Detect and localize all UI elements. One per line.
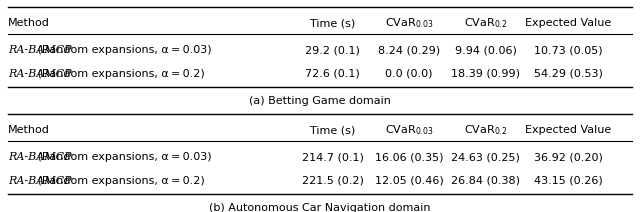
Text: (Random expansions, α = 0.03): (Random expansions, α = 0.03): [35, 152, 212, 162]
Text: 29.2 (0.1): 29.2 (0.1): [305, 45, 360, 55]
Text: 24.63 (0.25): 24.63 (0.25): [451, 152, 520, 162]
Text: 16.06 (0.35): 16.06 (0.35): [375, 152, 444, 162]
Text: 36.92 (0.20): 36.92 (0.20): [534, 152, 603, 162]
Text: CVaR$_{0.03}$: CVaR$_{0.03}$: [385, 123, 433, 137]
Text: CVaR$_{0.03}$: CVaR$_{0.03}$: [385, 16, 433, 30]
Text: RA-BAMCP: RA-BAMCP: [8, 69, 72, 79]
Text: (Random expansions, α = 0.2): (Random expansions, α = 0.2): [35, 176, 205, 186]
Text: 8.24 (0.29): 8.24 (0.29): [378, 45, 440, 55]
Text: (a) Betting Game domain: (a) Betting Game domain: [249, 96, 391, 106]
Text: (b) Autonomous Car Navigation domain: (b) Autonomous Car Navigation domain: [209, 203, 431, 212]
Text: 18.39 (0.99): 18.39 (0.99): [451, 69, 520, 79]
Text: RA-BAMCP: RA-BAMCP: [8, 45, 72, 55]
Text: RA-BAMCP: RA-BAMCP: [8, 152, 72, 162]
Text: 214.7 (0.1): 214.7 (0.1): [302, 152, 364, 162]
Text: Method: Method: [8, 18, 50, 28]
Text: 0.0 (0.0): 0.0 (0.0): [385, 69, 433, 79]
Text: Method: Method: [8, 125, 50, 135]
Text: 12.05 (0.46): 12.05 (0.46): [375, 176, 444, 186]
Text: (Random expansions, α = 0.03): (Random expansions, α = 0.03): [35, 45, 212, 55]
Text: 43.15 (0.26): 43.15 (0.26): [534, 176, 603, 186]
Text: CVaR$_{0.2}$: CVaR$_{0.2}$: [464, 123, 508, 137]
Text: 9.94 (0.06): 9.94 (0.06): [455, 45, 516, 55]
Text: 72.6 (0.1): 72.6 (0.1): [305, 69, 360, 79]
Text: 221.5 (0.2): 221.5 (0.2): [302, 176, 364, 186]
Text: Expected Value: Expected Value: [525, 18, 612, 28]
Text: 26.84 (0.38): 26.84 (0.38): [451, 176, 520, 186]
Text: (Random expansions, α = 0.2): (Random expansions, α = 0.2): [35, 69, 205, 79]
Text: 54.29 (0.53): 54.29 (0.53): [534, 69, 603, 79]
Text: CVaR$_{0.2}$: CVaR$_{0.2}$: [464, 16, 508, 30]
Text: Expected Value: Expected Value: [525, 125, 612, 135]
Text: RA-BAMCP: RA-BAMCP: [8, 176, 72, 186]
Text: Time (s): Time (s): [310, 125, 355, 135]
Text: Time (s): Time (s): [310, 18, 355, 28]
Text: 10.73 (0.05): 10.73 (0.05): [534, 45, 603, 55]
